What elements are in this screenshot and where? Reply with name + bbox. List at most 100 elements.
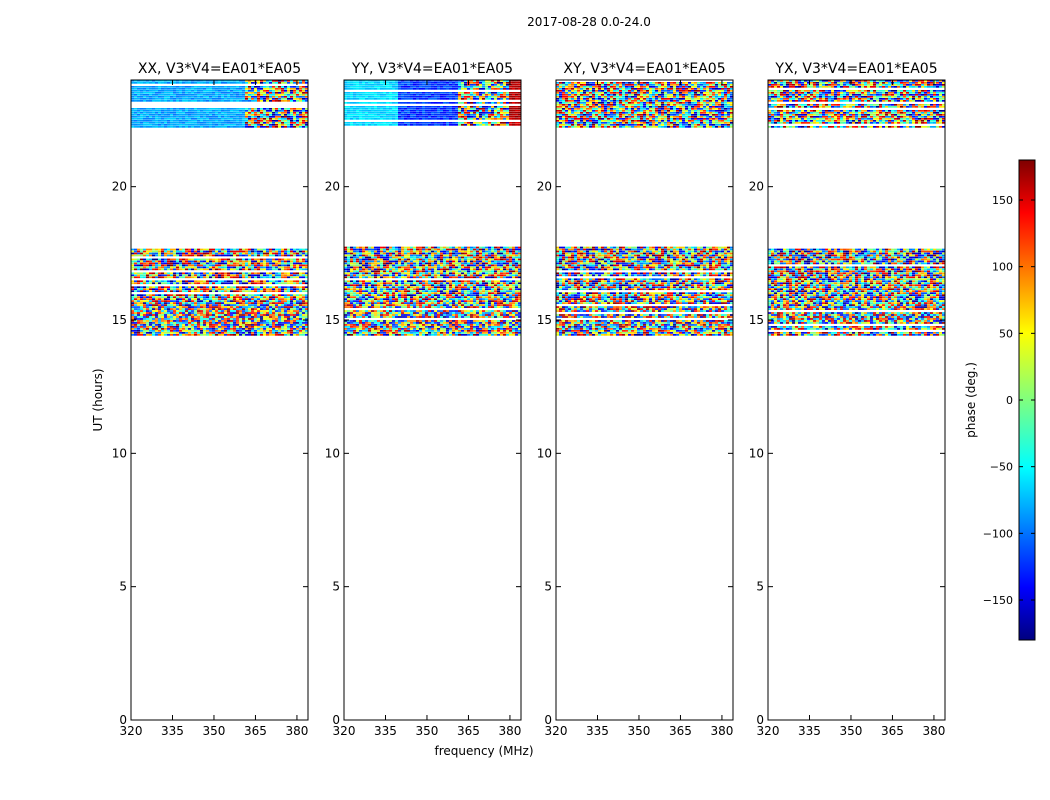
heatmap-cell [152, 112, 156, 114]
heatmap-cell [269, 304, 273, 306]
heatmap-cell [452, 288, 456, 291]
heatmap-cell [200, 302, 204, 304]
heatmap-cell [299, 108, 303, 110]
heatmap-cell [137, 312, 141, 314]
heatmap-cell [197, 326, 201, 328]
heatmap-cell [377, 288, 381, 291]
heatmap-cell [266, 248, 270, 251]
heatmap-cell [164, 262, 168, 265]
heatmap-cell [179, 94, 183, 96]
heatmap-cell [392, 258, 396, 261]
heatmap-cell [245, 92, 249, 94]
heatmap-cell [146, 98, 150, 100]
heatmap-cell [371, 274, 375, 277]
x-tick-label: 320 [120, 724, 143, 738]
heatmap-cell [188, 262, 192, 265]
heatmap-cell [164, 314, 168, 316]
heatmap-cell [221, 326, 225, 328]
heatmap-cell [203, 112, 207, 114]
heatmap-cell [284, 312, 288, 314]
heatmap-cell [140, 126, 144, 128]
heatmap-cell [182, 260, 186, 263]
heatmap-cell [263, 272, 267, 275]
heatmap-cell [137, 248, 141, 251]
heatmap-cell [227, 282, 231, 285]
heatmap-cell [230, 120, 234, 122]
heatmap-cell [356, 290, 360, 293]
heatmap-cell [197, 300, 201, 302]
heatmap-cell [194, 100, 198, 102]
heatmap-cell [215, 88, 219, 90]
heatmap-cell [482, 284, 486, 287]
heatmap-cell [302, 112, 306, 114]
heatmap-cell [152, 82, 156, 84]
heatmap-cell [452, 262, 456, 265]
heatmap-cell [290, 114, 294, 116]
heatmap-cell [494, 252, 498, 255]
heatmap-cell [149, 248, 153, 251]
heatmap-cell [395, 268, 399, 271]
heatmap-cell [236, 112, 240, 114]
heatmap-cell [290, 274, 294, 277]
heatmap-cell [131, 108, 135, 110]
heatmap-cell [197, 124, 201, 126]
heatmap-cell [245, 322, 249, 324]
heatmap-cell [287, 96, 291, 98]
heatmap-cell [305, 90, 308, 92]
heatmap-cell [203, 282, 207, 285]
heatmap-cell [368, 264, 372, 267]
heatmap-cell [185, 288, 189, 291]
heatmap-cell [488, 284, 492, 287]
heatmap-cell [212, 304, 216, 306]
heatmap-cell [491, 256, 495, 259]
heatmap-cell [224, 94, 228, 96]
heatmap-cell [356, 258, 360, 261]
heatmap-cell [392, 266, 396, 269]
heatmap-cell [299, 316, 303, 318]
heatmap-cell [494, 246, 498, 249]
heatmap-cell [416, 284, 420, 287]
heatmap-cell [134, 82, 138, 84]
heatmap-cell [488, 268, 492, 271]
heatmap-cell [425, 288, 429, 291]
heatmap-cell [218, 96, 222, 98]
heatmap-cell [176, 90, 180, 92]
heatmap-cell [242, 250, 246, 253]
heatmap-cell [158, 304, 162, 306]
heatmap-cell [350, 246, 354, 249]
heatmap-cell [359, 246, 363, 249]
heatmap-cell [185, 112, 189, 114]
heatmap-cell [296, 254, 300, 257]
heatmap-cell [245, 100, 249, 102]
heatmap-cell [143, 96, 147, 98]
heatmap-cell [197, 308, 201, 310]
heatmap-cell [506, 254, 510, 257]
heatmap-cell [269, 286, 273, 289]
heatmap-cell [302, 262, 306, 265]
heatmap-cell [413, 282, 417, 285]
heatmap-cell [224, 108, 228, 110]
heatmap-cell [167, 282, 171, 285]
heatmap-cell [212, 320, 216, 322]
heatmap-cell [485, 284, 489, 287]
heatmap-cell [461, 294, 465, 296]
heatmap-cell [224, 288, 228, 291]
heatmap-cell [140, 80, 144, 82]
heatmap-cell [197, 316, 201, 318]
heatmap-cell [419, 264, 423, 267]
heatmap-cell [422, 270, 426, 273]
heatmap-cell [209, 88, 213, 90]
heatmap-cell [242, 266, 246, 269]
heatmap-cell [464, 292, 468, 295]
heatmap-cell [152, 276, 156, 279]
heatmap-cell [518, 246, 521, 249]
heatmap-cell [206, 274, 210, 277]
heatmap-cell [287, 326, 291, 328]
heatmap-cell [197, 100, 201, 102]
heatmap-cell [212, 122, 216, 124]
heatmap-cell [224, 316, 228, 318]
heatmap-cell [413, 294, 417, 296]
heatmap-cell [290, 296, 294, 298]
heatmap-cell [173, 114, 177, 116]
heatmap-cell [488, 262, 492, 265]
